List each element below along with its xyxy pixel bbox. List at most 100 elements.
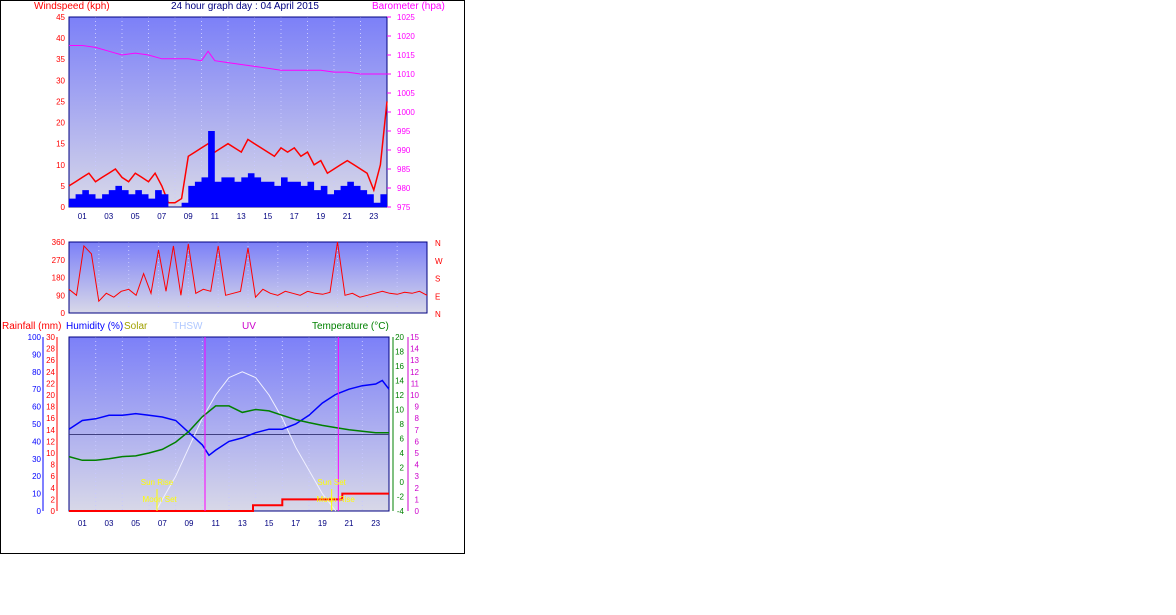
humidity-y-tick-label: 50 (32, 420, 41, 429)
uv-y-tick-label: 15 (410, 333, 419, 342)
uv-y-tick-label: 1 (415, 495, 420, 504)
dir-y-tick-label: 180 (52, 274, 66, 283)
rain-y-tick-label: 2 (51, 495, 56, 504)
x-tick-label: 23 (369, 212, 378, 221)
windspeed-line (68, 101, 388, 204)
humidity-y-tick-label: 80 (32, 368, 41, 377)
temp-y-tick-label: -2 (397, 493, 405, 502)
baro-y-tick-label: 995 (397, 127, 411, 136)
x-tick-label: 03 (105, 519, 114, 528)
wind-y-tick-label: 15 (56, 140, 65, 149)
wind-y-tick-label: 30 (56, 76, 65, 85)
x-tick-label: 21 (345, 519, 354, 528)
uv-y-tick-label: 2 (415, 484, 420, 493)
temperature-axis-label: Temperature (°C) (312, 321, 389, 332)
temp-y-tick-label: 4 (400, 449, 405, 458)
uv-y-tick-label: 0 (415, 507, 420, 516)
humidity-y-tick-label: 70 (32, 385, 41, 394)
humidity-y-tick-label: 0 (37, 507, 42, 516)
wind-y-tick-label: 20 (56, 119, 65, 128)
x-tick-label: 23 (371, 519, 380, 528)
rainfall-axis-label: Rainfall (mm) (2, 321, 62, 332)
x-tick-label: 19 (318, 519, 327, 528)
baro-y-tick-label: 1005 (397, 89, 415, 98)
rain-y-tick-label: 8 (51, 461, 56, 470)
wind-y-tick-label: 10 (56, 161, 65, 170)
temp-y-tick-label: 8 (400, 420, 405, 429)
x-tick-label: 11 (211, 212, 220, 221)
temp-y-tick-label: -4 (397, 507, 405, 516)
plot-border (68, 241, 428, 314)
baro-y-tick-label: 980 (397, 184, 411, 193)
wind-y-tick-label: 25 (56, 97, 65, 106)
humidity-y-tick-label: 60 (32, 403, 41, 412)
uv-y-tick-label: 12 (410, 368, 419, 377)
chart-frame: 0 5 10 15 20 25 30 35 40 45 975 980 985 990 995 1000 100… (0, 0, 465, 554)
uv-y-tick-label: 14 (410, 345, 419, 354)
rain-y-tick-label: 28 (46, 345, 55, 354)
rain-y-tick-label: 0 (51, 507, 56, 516)
dir-y-tick-label: 360 (52, 238, 66, 247)
temp-y-tick-label: 18 (395, 348, 404, 357)
dir-y-tick-label: 270 (52, 256, 66, 265)
rain-y-tick-label: 4 (51, 484, 56, 493)
uv-y-tick-label: 3 (415, 472, 420, 481)
baro-y-tick-label: 975 (397, 203, 411, 212)
barometer-axis-label: Barometer (hpa) (372, 1, 445, 12)
humidity-y-tick-label: 30 (32, 455, 41, 464)
rain-y-tick-label: 24 (46, 368, 55, 377)
x-tick-label: 13 (238, 519, 247, 528)
rainfall-line (69, 492, 389, 512)
wind-plot-area (69, 17, 387, 207)
temp-y-tick-label: 6 (400, 435, 405, 444)
wind-y-tick-label: 40 (56, 34, 65, 43)
rain-y-tick-label: 20 (46, 391, 55, 400)
sun-event-label: Sun Rise (141, 478, 174, 487)
humidity-y-tick-label: 90 (32, 350, 41, 359)
humidity-axis-label: Humidity (%) (66, 321, 124, 332)
chart-title: 24 hour graph day : 04 April 2015 (171, 1, 319, 12)
x-tick-label: 03 (104, 212, 113, 221)
solar-axis-label: Solar (124, 321, 148, 332)
temp-y-tick-label: 0 (400, 478, 405, 487)
rain-y-tick-label: 30 (46, 333, 55, 342)
barometer-line (69, 45, 387, 75)
x-tick-label: 11 (212, 519, 221, 528)
rain-y-tick-label: 22 (46, 379, 55, 388)
compass-label: S (435, 275, 440, 284)
baro-y-tick-label: 1000 (397, 108, 415, 117)
rain-y-tick-label: 6 (51, 472, 56, 481)
rain-y-tick-label: 10 (46, 449, 55, 458)
rain-y-tick-label: 16 (46, 414, 55, 423)
moon-event-label: Moon Set (143, 495, 178, 504)
temp-y-tick-label: 20 (395, 333, 404, 342)
x-tick-label: 05 (131, 519, 140, 528)
baro-y-tick-label: 1020 (397, 32, 415, 41)
sun-event-label: Sun Set (317, 478, 346, 487)
uv-axis-label: UV (242, 321, 256, 332)
compass-label: N (435, 310, 441, 319)
temp-y-tick-label: 10 (395, 406, 404, 415)
x-tick-label: 17 (291, 519, 300, 528)
rain-y-tick-label: 26 (46, 356, 55, 365)
weather-chart-svg: 0510152025303540459759809859909951000100… (28, 13, 443, 528)
thsw-line (155, 371, 337, 512)
direction-line (68, 241, 428, 303)
rain-y-tick-label: 12 (46, 437, 55, 446)
x-tick-label: 01 (78, 519, 87, 528)
x-tick-label: 09 (185, 519, 194, 528)
uv-y-tick-label: 11 (411, 379, 420, 388)
baro-y-tick-label: 1010 (397, 70, 415, 79)
baro-y-tick-label: 1025 (397, 13, 415, 22)
uv-y-tick-label: 7 (415, 426, 420, 435)
rain-y-tick-label: 18 (46, 403, 55, 412)
humidity-line (68, 379, 390, 457)
x-tick-label: 15 (263, 212, 272, 221)
baro-y-tick-label: 985 (397, 165, 411, 174)
x-tick-label: 07 (157, 212, 166, 221)
uv-y-tick-label: 4 (415, 461, 420, 470)
temp-y-tick-label: 12 (395, 391, 404, 400)
wind-y-tick-label: 35 (56, 55, 65, 64)
uv-y-tick-label: 6 (415, 437, 420, 446)
uv-y-tick-label: 9 (415, 403, 420, 412)
